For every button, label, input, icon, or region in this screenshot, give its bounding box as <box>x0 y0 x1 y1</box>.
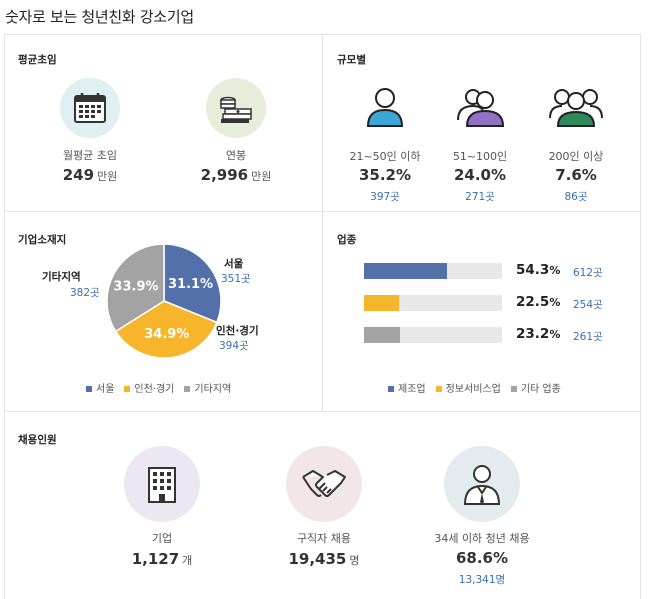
size-percent-large: 7.6% <box>555 166 597 184</box>
group-icon <box>549 89 603 127</box>
calendar-icon-circle <box>60 78 120 138</box>
location-legend: 서울 인천·경기 기타지역 <box>86 380 231 395</box>
monthly-salary-value: 249 만원 <box>62 166 118 184</box>
bar-track-2 <box>364 327 502 343</box>
size-count-large: 86곳 <box>564 191 588 203</box>
handshake-icon <box>302 470 346 497</box>
companies-value: 1,127 개 <box>131 550 193 568</box>
legend-item-other-industry: 기타 업종 <box>510 380 561 395</box>
salary-section-title: 평균초임 <box>18 54 57 66</box>
bar-count-2: 261곳 <box>573 331 603 343</box>
bar-percent-2: 23.2% <box>516 326 561 342</box>
size-percent-medium: 24.0% <box>453 166 507 184</box>
size-label-small: 21~50인 이하 <box>349 150 421 163</box>
location-pie-chart: 31.1% 34.9% 33.9% <box>106 243 222 359</box>
size-count-small: 397곳 <box>370 191 400 203</box>
vertical-divider <box>322 35 323 411</box>
pie-count-other: 382곳 <box>70 287 100 299</box>
size-label-medium: 51~100인 <box>452 150 508 163</box>
pie-percent-label-0: 31.1% <box>168 277 213 292</box>
pie-slice-0 <box>163 243 222 324</box>
person-icon <box>366 88 404 127</box>
pie-label-incheon: 인천·경기 <box>216 325 259 337</box>
industry-section-title: 업종 <box>337 234 357 246</box>
pie-count-seoul: 351곳 <box>221 273 251 285</box>
bar-count-1: 254곳 <box>573 299 603 311</box>
pie-slice-1 <box>114 300 218 359</box>
bar-percent-0: 54.3% <box>516 262 561 278</box>
money-stack-icon-circle <box>206 78 266 138</box>
companies-label: 기업 <box>151 532 173 545</box>
monthly-salary-label: 월평균 초임 <box>62 149 118 162</box>
bar-fill-2 <box>364 327 400 343</box>
size-percent-small: 35.2% <box>358 166 412 184</box>
annual-salary-label: 연봉 <box>225 149 247 162</box>
two-persons-icon <box>457 89 505 127</box>
industry-legend: 제조업 정보서비스업 기타 업종 <box>388 380 561 395</box>
size-count-medium: 271곳 <box>465 191 495 203</box>
legend-item-manufacturing: 제조업 <box>388 380 426 395</box>
legend-item-other: 기타지역 <box>184 380 231 395</box>
calendar-icon <box>74 93 106 123</box>
job-seekers-label: 구직자 채용 <box>296 532 352 545</box>
building-icon-circle <box>124 446 200 522</box>
bar-percent-1: 22.5% <box>516 294 561 310</box>
horizontal-divider-bottom <box>5 411 640 412</box>
youth-hire-label: 34세 이하 청년 채용 <box>434 532 530 545</box>
legend-item-incheon: 인천·경기 <box>124 380 174 395</box>
horizontal-divider-top <box>5 211 640 212</box>
pie-count-incheon: 394곳 <box>219 340 249 352</box>
businessman-icon-circle <box>444 446 520 522</box>
bar-track-0 <box>364 263 502 279</box>
pie-label-other: 기타지역 <box>42 271 81 283</box>
youth-hire-count: 13,341명 <box>458 574 506 586</box>
money-stack-icon <box>220 96 252 123</box>
bar-fill-0 <box>364 263 448 279</box>
handshake-icon-circle <box>286 446 362 522</box>
businessman-icon <box>463 465 501 505</box>
location-section-title: 기업소재지 <box>18 234 67 246</box>
bar-fill-1 <box>364 295 399 311</box>
youth-hire-value: 68.6% <box>455 549 509 567</box>
pie-slice-2 <box>106 243 165 333</box>
bar-track-1 <box>364 295 502 311</box>
pie-percent-label-2: 33.9% <box>113 280 158 295</box>
pie-label-seoul: 서울 <box>224 258 244 270</box>
legend-item-seoul: 서울 <box>86 380 114 395</box>
size-section-title: 규모별 <box>337 54 366 66</box>
size-label-large: 200인 이상 <box>548 150 604 163</box>
annual-salary-value: 2,996 만원 <box>200 166 272 184</box>
job-seekers-value: 19,435 명 <box>288 550 360 568</box>
building-icon <box>148 467 176 503</box>
pie-percent-label-1: 34.9% <box>144 327 189 342</box>
hiring-section-title: 채용인원 <box>18 434 57 446</box>
page-title: 숫자로 보는 청년친화 강소기업 <box>5 8 194 26</box>
stats-panel <box>4 34 641 599</box>
legend-item-info-service: 정보서비스업 <box>435 380 501 395</box>
bar-count-0: 612곳 <box>573 267 603 279</box>
